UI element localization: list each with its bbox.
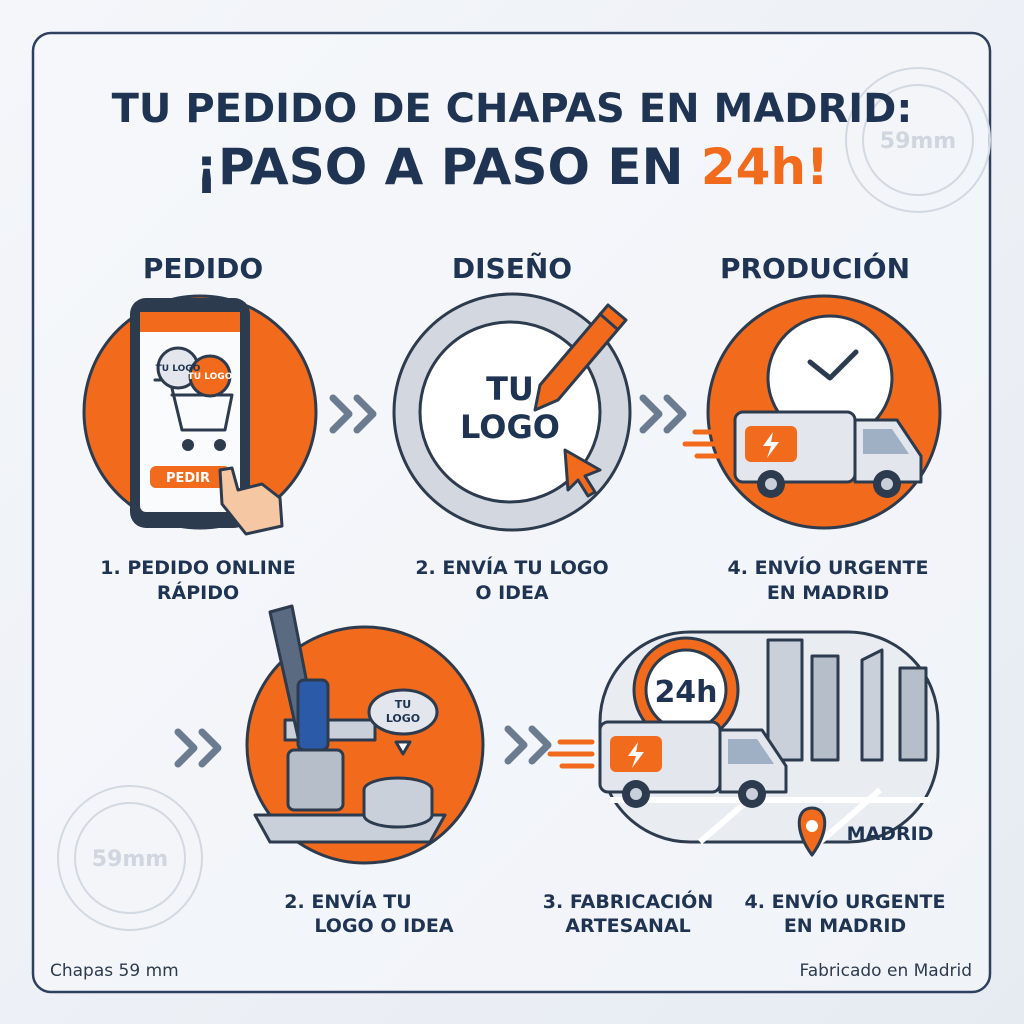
- subtitle-text: ¡PASO A PASO EN: [195, 138, 683, 196]
- footer-right: Fabricado en Madrid: [799, 961, 972, 981]
- order-illustration: [82, 294, 318, 536]
- delivery-illustration-part: [898, 666, 928, 762]
- step-caption: ARTESANAL: [565, 915, 691, 937]
- logo-text: TU: [486, 370, 534, 408]
- design-illustration-part: [533, 303, 628, 412]
- design-illustration-part: [598, 312, 618, 330]
- badge-text: TU LOGO: [188, 372, 233, 382]
- step-caption: 1. PEDIDO ONLINE: [100, 557, 295, 579]
- step-caption: 4. ENVÍO URGENTE: [745, 890, 946, 913]
- press-illustration-part: [362, 788, 434, 829]
- press-illustration-part: [394, 740, 412, 756]
- order-illustration-part: [150, 466, 230, 488]
- delivery-illustration: [550, 630, 940, 857]
- order-illustration-part: [214, 439, 226, 451]
- press-illustration-part: [367, 688, 439, 736]
- watermark-part: [57, 785, 203, 931]
- watermark-part: [845, 67, 991, 213]
- step-caption: RÁPIDO: [157, 581, 239, 604]
- footer-left: Chapas 59 mm: [50, 961, 179, 981]
- watermark-text: 59mm: [92, 847, 168, 872]
- design-illustration-part: [563, 448, 602, 498]
- production-illustration-part: [807, 349, 859, 381]
- press-illustration-part: [286, 748, 345, 812]
- watermark: [57, 67, 991, 931]
- production-illustration: [685, 294, 942, 530]
- press-illustration-part: [296, 678, 330, 752]
- order-illustration-part: [218, 466, 284, 536]
- delivery-illustration-part: [810, 654, 840, 762]
- order-button: PEDIR: [166, 471, 210, 486]
- logo-text: LOGO: [460, 408, 560, 446]
- subtitle-highlight: 24h!: [701, 138, 829, 196]
- delivery-illustration-part: [860, 648, 884, 762]
- badge-text: LOGO: [386, 712, 420, 725]
- watermark-text: 59mm: [880, 129, 956, 154]
- step-caption: EN MADRID: [784, 915, 906, 937]
- step-caption: 4. ENVÍO URGENTE: [728, 556, 929, 579]
- design-illustration: [392, 292, 632, 532]
- title: TU PEDIDO DE CHAPAS EN MADRID:: [112, 86, 913, 132]
- step-caption: LOGO O IDEA: [314, 915, 454, 937]
- badge-text: TU: [395, 698, 411, 711]
- subtitle: ¡PASO A PASO EN 24h!: [195, 138, 829, 196]
- step-caption: O IDEA: [475, 582, 549, 604]
- step-caption: EN MADRID: [767, 582, 889, 604]
- press-illustration: [245, 604, 485, 865]
- delivery-illustration-part: [806, 820, 818, 832]
- step-heading: DISEÑO: [452, 251, 572, 285]
- step-heading: PEDIDO: [143, 252, 263, 285]
- step-heading: PRODUCIÓN: [720, 251, 910, 285]
- step-caption: 2. ENVÍA TU LOGO: [415, 556, 608, 579]
- badge-text: TU LOGO: [156, 364, 201, 374]
- clock-text: 24h: [654, 675, 717, 710]
- watermark-part: [74, 802, 186, 914]
- order-illustration-part: [182, 439, 194, 451]
- pin-label: MADRID: [847, 823, 934, 845]
- step-caption: 3. FABRICACIÓN: [543, 889, 713, 913]
- step-caption: 2. ENVÍA TU: [284, 890, 411, 913]
- delivery-illustration-part: [766, 638, 804, 762]
- order-illustration-part: [140, 312, 240, 332]
- order-illustration-part: [188, 354, 232, 398]
- watermark-part: [862, 84, 974, 196]
